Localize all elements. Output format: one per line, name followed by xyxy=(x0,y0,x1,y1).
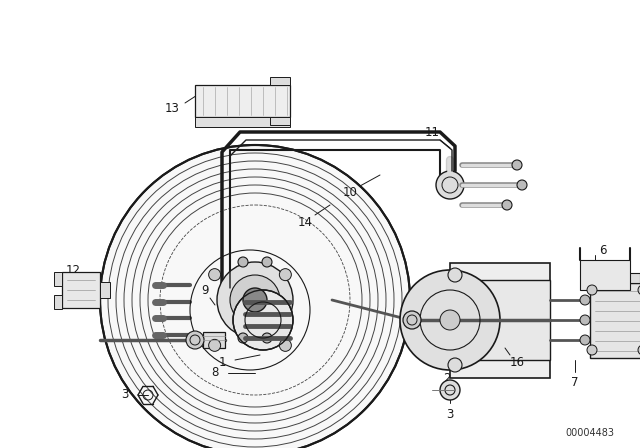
Text: 16: 16 xyxy=(509,356,525,369)
Circle shape xyxy=(638,345,640,355)
Bar xyxy=(54,272,62,286)
Text: 7: 7 xyxy=(572,375,579,388)
Circle shape xyxy=(587,345,597,355)
Bar xyxy=(195,117,290,127)
Circle shape xyxy=(440,380,460,400)
Bar xyxy=(203,332,225,348)
Bar xyxy=(100,282,110,298)
Bar xyxy=(590,283,640,358)
Circle shape xyxy=(502,200,512,210)
Circle shape xyxy=(440,310,460,330)
Bar xyxy=(62,272,100,308)
Circle shape xyxy=(100,145,410,448)
Bar xyxy=(270,117,290,125)
Circle shape xyxy=(230,275,280,325)
Circle shape xyxy=(279,339,291,351)
Circle shape xyxy=(580,335,590,345)
Circle shape xyxy=(262,257,272,267)
Circle shape xyxy=(238,257,248,267)
Text: 3: 3 xyxy=(122,388,129,401)
Circle shape xyxy=(436,171,464,199)
Circle shape xyxy=(517,180,527,190)
Circle shape xyxy=(209,339,221,351)
Bar xyxy=(460,280,550,360)
Text: 13: 13 xyxy=(164,102,179,115)
Text: 9: 9 xyxy=(201,284,209,297)
Circle shape xyxy=(186,331,204,349)
Circle shape xyxy=(243,288,267,312)
Text: 11: 11 xyxy=(424,126,440,139)
Bar xyxy=(595,273,640,283)
Circle shape xyxy=(238,333,248,343)
Circle shape xyxy=(233,290,293,350)
Circle shape xyxy=(638,285,640,295)
Text: 14: 14 xyxy=(298,215,312,228)
Circle shape xyxy=(262,333,272,343)
Text: 2: 2 xyxy=(444,371,451,384)
Bar xyxy=(54,295,62,309)
Circle shape xyxy=(217,262,293,338)
Circle shape xyxy=(587,285,597,295)
Text: 8: 8 xyxy=(211,366,219,379)
Bar xyxy=(195,85,290,117)
Text: 10: 10 xyxy=(342,185,357,198)
Text: 00004483: 00004483 xyxy=(566,428,614,438)
Ellipse shape xyxy=(400,270,500,370)
Circle shape xyxy=(209,269,221,280)
Circle shape xyxy=(448,268,462,282)
Bar xyxy=(580,260,630,290)
Circle shape xyxy=(448,358,462,372)
Circle shape xyxy=(403,311,421,329)
Bar xyxy=(450,263,550,378)
Circle shape xyxy=(279,269,291,280)
Bar xyxy=(270,77,290,85)
Text: 15: 15 xyxy=(241,280,255,293)
Circle shape xyxy=(580,295,590,305)
Circle shape xyxy=(512,160,522,170)
Text: 6: 6 xyxy=(599,244,607,257)
Circle shape xyxy=(580,315,590,325)
Text: 1: 1 xyxy=(218,356,226,369)
Text: 12: 12 xyxy=(65,263,81,276)
Text: 3: 3 xyxy=(446,409,454,422)
